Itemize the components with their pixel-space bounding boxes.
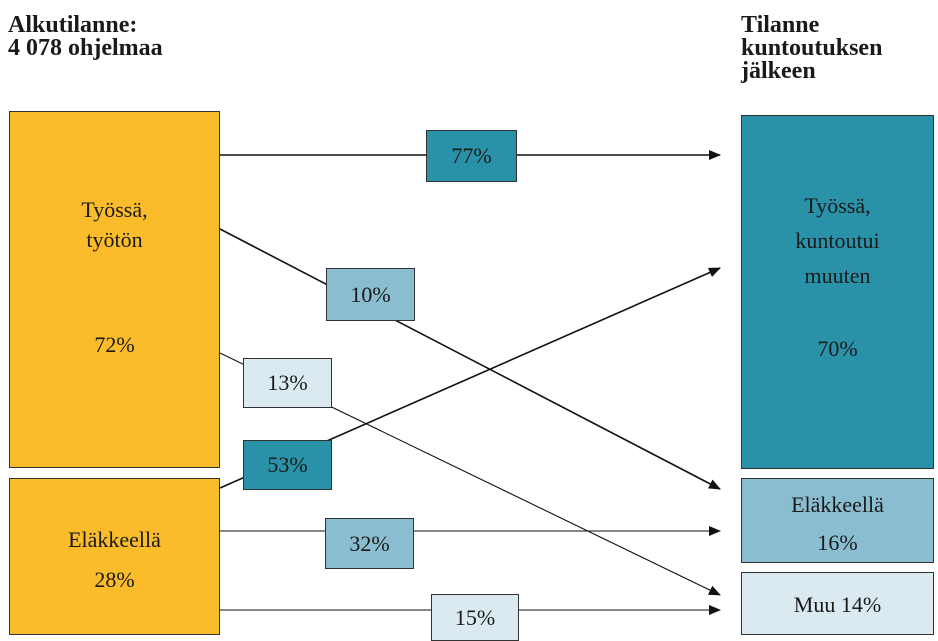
end-working-label: Työssä, kuntoutui muuten — [795, 193, 880, 288]
flow-label-10: 10% — [326, 268, 415, 321]
start-retired-box: Eläkkeellä 28% — [9, 478, 220, 635]
end-retired-label: Eläkkeellä — [791, 492, 884, 517]
end-other-label: Muu 14% — [793, 592, 882, 617]
end-working-box: Työssä, kuntoutui muuten 70% — [741, 115, 934, 469]
end-retired-percent: 16% — [817, 530, 858, 555]
left-heading: Alkutilanne: 4 078 ohjelmaa — [8, 12, 163, 61]
start-retired-label: Eläkkeellä — [68, 527, 161, 552]
flow-label-15: 15% — [431, 594, 519, 641]
flow-label-13: 13% — [243, 358, 332, 408]
flow-label-32: 32% — [325, 518, 414, 569]
flow-label-53: 53% — [243, 440, 332, 490]
flow-label-77: 77% — [426, 130, 517, 182]
end-working-percent: 70% — [817, 336, 858, 361]
start-working-percent: 72% — [94, 332, 135, 357]
flow-arrow-10 — [219, 228, 721, 490]
start-retired-percent: 28% — [94, 567, 135, 592]
right-heading: Tilanne kuntoutuksen jälkeen — [741, 12, 883, 84]
end-other-box: Muu 14% — [741, 572, 934, 635]
end-retired-box: Eläkkeellä 16% — [741, 478, 934, 563]
start-working-label: Työssä, työtön — [81, 197, 148, 252]
start-working-unemployed-box: Työssä, työtön 72% — [9, 111, 220, 468]
